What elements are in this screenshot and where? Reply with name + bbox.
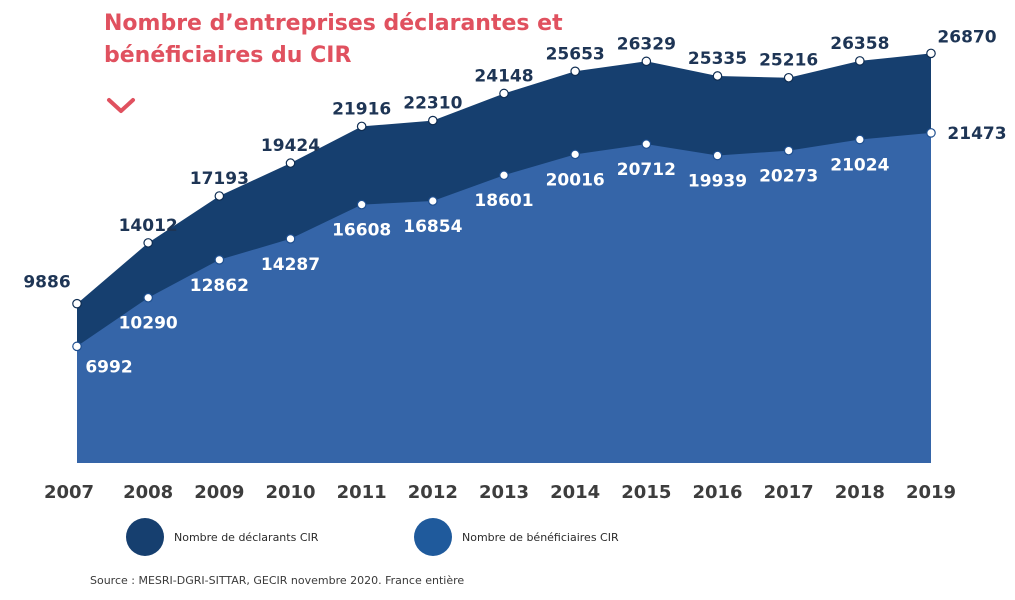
- point-beneficiaires: [356, 199, 367, 210]
- x-tick-2010: 2010: [265, 482, 315, 503]
- x-tick-2018: 2018: [835, 482, 885, 503]
- point-beneficiaires: [570, 149, 580, 160]
- label-declarants-2012: 22310: [403, 94, 462, 114]
- chart-title: Nombre d’entreprises déclarantes et béné…: [104, 11, 563, 68]
- label-declarants-2007: 9886: [23, 273, 70, 293]
- point-declarants: [214, 191, 225, 201]
- label-declarants-2018: 26358: [830, 34, 889, 54]
- point-beneficiaires: [783, 145, 794, 156]
- point-declarants: [641, 56, 652, 67]
- x-tick-2008: 2008: [123, 482, 173, 503]
- area-beneficiaires: [77, 132, 931, 463]
- legend-label-declarants: Nombre de déclarants CIR: [174, 530, 319, 544]
- x-tick-2013: 2013: [479, 482, 529, 503]
- point-declarants: [783, 72, 794, 83]
- point-beneficiaires: [72, 341, 82, 352]
- point-declarants: [712, 71, 723, 81]
- point-beneficiaires: [926, 128, 936, 138]
- legend-item-declarants: Nombre de déclarants CIR: [126, 518, 318, 556]
- label-declarants-2014: 25653: [546, 44, 605, 64]
- x-tick-2019: 2019: [906, 482, 956, 503]
- label-declarants-2011: 21916: [332, 99, 391, 119]
- point-beneficiaires: [712, 150, 723, 161]
- label-declarants-2008: 14012: [119, 216, 178, 236]
- label-beneficiaires-2008: 10290: [119, 314, 178, 334]
- point-declarants: [72, 298, 82, 309]
- x-tick-2007: 2007: [44, 482, 94, 503]
- area-chart: 9886 14012 17193 19424 21916 22310 24148 25653 2…: [23, 27, 1006, 503]
- x-tick-2016: 2016: [692, 482, 742, 503]
- label-declarants-2017: 25216: [759, 51, 818, 71]
- point-beneficiaires: [428, 196, 438, 206]
- x-tick-2017: 2017: [764, 482, 814, 503]
- label-declarants-2019: 26870: [937, 27, 996, 47]
- point-declarants: [428, 115, 438, 126]
- x-tick-2012: 2012: [408, 482, 458, 503]
- point-beneficiaires: [214, 255, 225, 265]
- label-declarants-2016: 25335: [688, 49, 747, 69]
- legend-swatch-declarants: [126, 518, 164, 556]
- label-declarants-2015: 26329: [617, 34, 676, 54]
- label-beneficiaires-2012: 16854: [403, 217, 462, 237]
- point-beneficiaires: [641, 139, 652, 149]
- point-declarants: [499, 88, 509, 99]
- label-beneficiaires-2007: 6992: [85, 357, 132, 377]
- label-beneficiaires-2013: 18601: [474, 191, 533, 211]
- point-declarants: [855, 56, 865, 66]
- point-beneficiaires: [855, 134, 865, 145]
- point-declarants: [356, 121, 367, 132]
- chevron-down-icon: [107, 98, 135, 113]
- label-beneficiaires-2010: 14287: [261, 255, 320, 275]
- point-declarants: [143, 238, 153, 248]
- x-tick-2009: 2009: [194, 482, 244, 503]
- label-declarants-2010: 19424: [261, 136, 320, 156]
- label-beneficiaires-2017: 20273: [759, 167, 818, 187]
- label-beneficiaires-2009: 12862: [190, 276, 249, 296]
- label-declarants-2013: 24148: [474, 66, 533, 86]
- point-beneficiaires: [499, 170, 509, 181]
- label-declarants-2009: 17193: [190, 169, 249, 189]
- legend-label-beneficiaires: Nombre de bénéficiaires CIR: [462, 530, 619, 544]
- x-tick-2014: 2014: [550, 482, 600, 503]
- x-tick-2011: 2011: [337, 482, 387, 503]
- point-beneficiaires: [143, 292, 153, 303]
- label-beneficiaires-2011: 16608: [332, 221, 391, 241]
- point-declarants: [285, 158, 296, 168]
- label-beneficiaires-2018: 21024: [830, 156, 889, 176]
- point-declarants: [926, 48, 936, 59]
- legend-item-beneficiaires: Nombre de bénéficiaires CIR: [414, 518, 619, 556]
- legend-swatch-beneficiaires: [414, 518, 452, 556]
- label-beneficiaires-2016: 19939: [688, 172, 747, 192]
- source-note: Source : MESRI-DGRI-SITTAR, GECIR novemb…: [90, 574, 465, 587]
- x-tick-2015: 2015: [621, 482, 671, 503]
- label-beneficiaires-2019: 21473: [947, 124, 1006, 144]
- point-beneficiaires: [285, 234, 296, 244]
- point-declarants: [570, 66, 580, 77]
- label-beneficiaires-2015: 20712: [617, 160, 676, 180]
- label-beneficiaires-2014: 20016: [546, 170, 605, 190]
